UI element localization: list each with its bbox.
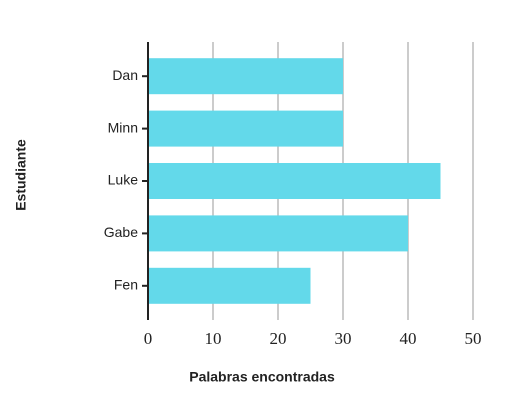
y-axis-label: Estudiante	[13, 139, 29, 211]
y-tick-label: Luke	[108, 172, 139, 188]
y-tick-label: Dan	[112, 67, 138, 83]
x-tick-label: 10	[205, 329, 222, 348]
bar	[148, 163, 441, 199]
bar	[148, 110, 343, 147]
bar	[148, 215, 408, 252]
x-tick-label: 30	[335, 329, 352, 348]
y-tick-label: Minn	[108, 119, 138, 135]
x-axis-label: Palabras encontradas	[189, 369, 335, 385]
bar	[148, 267, 311, 304]
x-tick-label: 0	[144, 329, 153, 348]
bar	[148, 58, 343, 95]
x-tick-label: 20	[270, 329, 287, 348]
y-tick-label: Gabe	[104, 224, 138, 240]
x-tick-label: 50	[465, 329, 482, 348]
x-tick-label: 40	[400, 329, 417, 348]
y-tick-label: Fen	[114, 277, 138, 293]
